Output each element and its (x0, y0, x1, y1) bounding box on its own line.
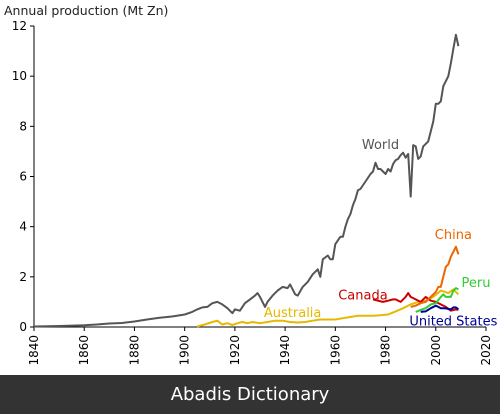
y-tick-label: 2 (19, 270, 27, 284)
series-label-world: World (362, 138, 399, 153)
plot-area: 0 2 4 6 8 10 12 1840 1860 1880 1900 1920 1940 1960 198… (12, 19, 498, 366)
x-tick-label: 1920 (228, 335, 242, 366)
x-tick-label: 2020 (479, 335, 493, 366)
footer-text: Abadis Dictionary (170, 384, 330, 405)
y-tick-label: 6 (19, 170, 27, 184)
x-tick-label: 1960 (328, 335, 342, 366)
y-tick-label: 0 (19, 320, 27, 334)
series-line-world (33, 33, 460, 328)
series-label-united-states: United States (409, 315, 497, 330)
series-label-australia: Australia (264, 306, 322, 321)
y-axis-title: Annual production (Mt Zn) (4, 3, 168, 18)
series-label-canada: Canada (338, 288, 387, 303)
x-tick-label: 1840 (27, 335, 41, 366)
x-tick-label: 1900 (178, 335, 192, 366)
x-tick-label: 1980 (379, 335, 393, 366)
series-line-united-states (420, 304, 460, 313)
x-tick-label: 2000 (429, 335, 443, 366)
series-line-canada (372, 292, 459, 312)
series-line-australia (196, 288, 460, 328)
zinc-production-chart: Annual production (Mt Zn) 0 2 4 6 8 10 12 1840 1… (4, 3, 498, 366)
y-tick-label: 12 (12, 19, 27, 33)
series-label-china: China (435, 228, 472, 243)
footer-banner: Abadis Dictionary (0, 375, 500, 414)
y-tick-label: 4 (19, 220, 27, 234)
x-tick-label: 1940 (278, 335, 292, 366)
series-line-peru (415, 287, 459, 313)
y-tick-label: 8 (19, 119, 27, 133)
series-label-peru: Peru (461, 276, 490, 291)
x-tick-label: 1860 (77, 335, 91, 366)
x-tick-label: 1880 (127, 335, 141, 366)
series-line-china (410, 245, 460, 308)
y-tick-label: 10 (12, 69, 27, 83)
